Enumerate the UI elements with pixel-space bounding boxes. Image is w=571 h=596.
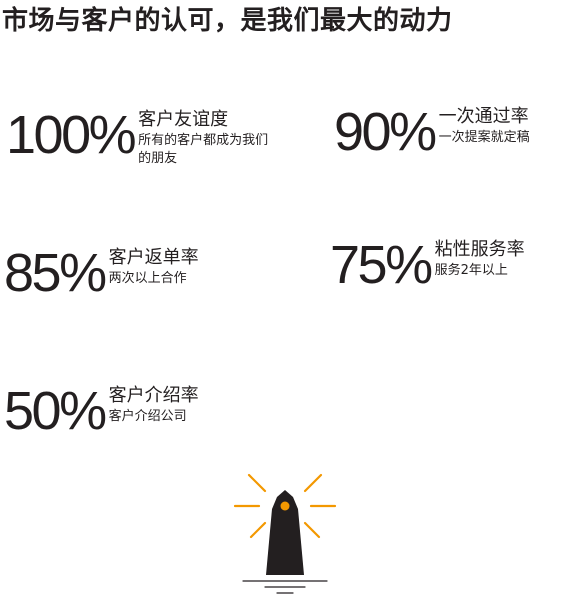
stat-value: 85% [4,243,107,303]
stat-description: 客户返单率 两次以上合作 [109,246,249,288]
stat-value: 75% [330,235,433,295]
stat-referral-rate: 50% 客户介绍率 客户介绍公司 [4,384,249,438]
stat-first-pass-rate: 90% 一次通过率 一次提案就定稿 [334,105,571,159]
stat-subtext: 一次提案就定稿 [438,130,530,145]
stat-label: 一次通过率 [438,106,529,127]
stat-customer-friendship: 100% 客户友谊度 所有的客户都成为我们的朋友 [6,108,273,168]
stat-subtext: 客户介绍公司 [108,409,187,424]
stat-description: 客户介绍率 客户介绍公司 [109,384,249,426]
stat-label: 客户返单率 [108,247,199,268]
stat-description: 一次通过率 一次提案就定稿 [439,105,571,147]
lighthouse-icon [233,473,337,594]
stat-repeat-order-rate: 85% 客户返单率 两次以上合作 [4,246,249,300]
stat-label: 客户友谊度 [138,109,229,130]
stat-value: 50% [4,381,107,441]
stat-value: 90% [334,102,437,162]
stat-description: 粘性服务率 服务2年以上 [435,238,571,280]
stat-label: 客户介绍率 [108,385,199,406]
stat-subtext: 服务2年以上 [434,263,508,278]
stat-retention-rate: 75% 粘性服务率 服务2年以上 [330,238,571,292]
stat-subtext: 两次以上合作 [108,271,187,286]
stat-label: 粘性服务率 [434,239,525,260]
stat-subtext: 所有的客户都成为我们的朋友 [138,133,269,166]
stat-value: 100% [6,105,137,165]
stat-description: 客户友谊度 所有的客户都成为我们的朋友 [138,108,273,168]
page-headline: 市场与客户的认可，是我们最大的动力 [2,6,453,36]
